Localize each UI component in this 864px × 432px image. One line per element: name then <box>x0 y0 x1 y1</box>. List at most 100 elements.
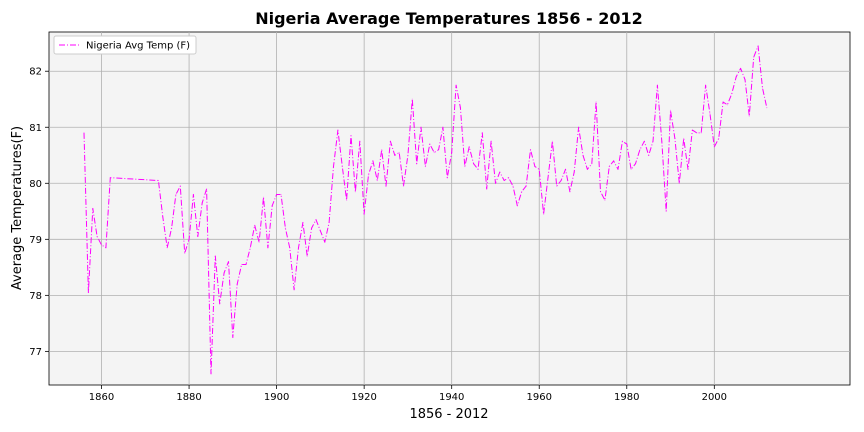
data-point <box>192 193 194 196</box>
data-point <box>735 76 737 78</box>
data-point <box>726 104 729 106</box>
data-point <box>468 146 470 148</box>
y-tick-label: 82 <box>29 67 42 78</box>
data-point <box>683 137 685 140</box>
plot-area <box>48 31 851 386</box>
data-point <box>438 149 440 151</box>
data-point <box>271 205 273 207</box>
data-point <box>481 132 483 134</box>
data-point <box>477 168 479 170</box>
data-point <box>516 205 518 207</box>
data-point <box>490 140 492 142</box>
data-point <box>740 67 742 69</box>
data-point <box>289 247 291 249</box>
data-point <box>486 188 488 190</box>
data-point <box>560 179 562 182</box>
x-tick-label: 1920 <box>351 392 376 403</box>
data-point <box>92 207 94 210</box>
data-point <box>442 126 444 128</box>
data-point <box>446 177 448 179</box>
data-point <box>105 247 107 249</box>
data-point <box>578 126 580 128</box>
data-point <box>276 193 278 196</box>
x-axis-ticks: 1860 1880 1900 1920 1940 1960 1980 2000 <box>89 385 727 403</box>
x-tick-label: 1940 <box>439 392 464 403</box>
data-point <box>661 140 663 142</box>
data-point <box>455 84 457 86</box>
data-point <box>613 160 615 162</box>
data-point <box>621 140 624 142</box>
data-point <box>473 163 475 165</box>
data-point <box>451 151 453 154</box>
data-point <box>643 140 645 142</box>
data-point <box>341 165 343 168</box>
y-tick-label: 79 <box>29 235 42 246</box>
data-point <box>311 227 313 229</box>
data-point <box>210 373 212 375</box>
data-point <box>525 185 527 187</box>
data-point <box>665 210 667 212</box>
data-point <box>521 191 523 193</box>
data-point <box>109 177 111 179</box>
data-point <box>411 98 413 100</box>
data-point <box>709 112 711 114</box>
series-line <box>83 45 768 375</box>
data-point <box>617 168 619 170</box>
data-point <box>499 171 501 173</box>
data-point <box>420 126 422 128</box>
data-point <box>324 241 326 243</box>
data-point <box>696 132 698 134</box>
data-point <box>429 143 431 145</box>
data-point <box>674 137 676 140</box>
data-point <box>599 191 602 193</box>
data-point <box>753 56 755 58</box>
data-point <box>337 129 339 131</box>
data-point <box>188 238 190 240</box>
y-axis-ticks: 77 78 79 80 81 82 <box>29 67 49 358</box>
data-point <box>402 185 405 187</box>
data-point <box>284 227 286 229</box>
data-point <box>591 163 593 165</box>
data-point <box>459 107 461 109</box>
data-point <box>332 165 335 168</box>
data-point <box>573 171 575 173</box>
chart-title: Nigeria Average Temperatures 1856 - 2012 <box>255 9 643 28</box>
y-tick-label: 77 <box>29 347 42 358</box>
data-point <box>744 79 746 81</box>
data-point <box>494 182 497 184</box>
data-point <box>214 255 216 257</box>
data-point <box>634 163 637 165</box>
data-point <box>551 140 554 142</box>
data-point <box>691 129 694 131</box>
data-point <box>687 168 689 170</box>
data-point <box>569 191 571 193</box>
data-point <box>761 87 764 89</box>
data-point <box>669 109 672 111</box>
data-point <box>652 140 654 142</box>
data-point <box>350 135 352 137</box>
data-point <box>608 165 610 168</box>
x-axis-label: 1856 - 2012 <box>409 407 488 422</box>
legend: Nigeria Avg Temp (F) <box>53 35 197 55</box>
y-axis-label: Average Temperatures(F) <box>10 126 25 290</box>
x-tick-label: 1980 <box>614 392 639 403</box>
data-point <box>700 132 702 134</box>
data-point <box>766 107 768 109</box>
data-point <box>359 140 361 142</box>
data-point <box>508 177 510 179</box>
data-point <box>241 263 243 266</box>
data-point <box>297 247 300 249</box>
data-point <box>245 263 247 266</box>
data-point <box>319 230 321 232</box>
data-point <box>227 261 230 263</box>
grid-lines <box>49 32 850 385</box>
data-point <box>512 185 514 187</box>
data-point <box>678 182 680 184</box>
data-point <box>582 154 584 156</box>
data-point <box>346 199 348 201</box>
data-point <box>722 101 724 103</box>
x-tick-label: 1900 <box>264 392 289 403</box>
data-point <box>372 160 374 162</box>
